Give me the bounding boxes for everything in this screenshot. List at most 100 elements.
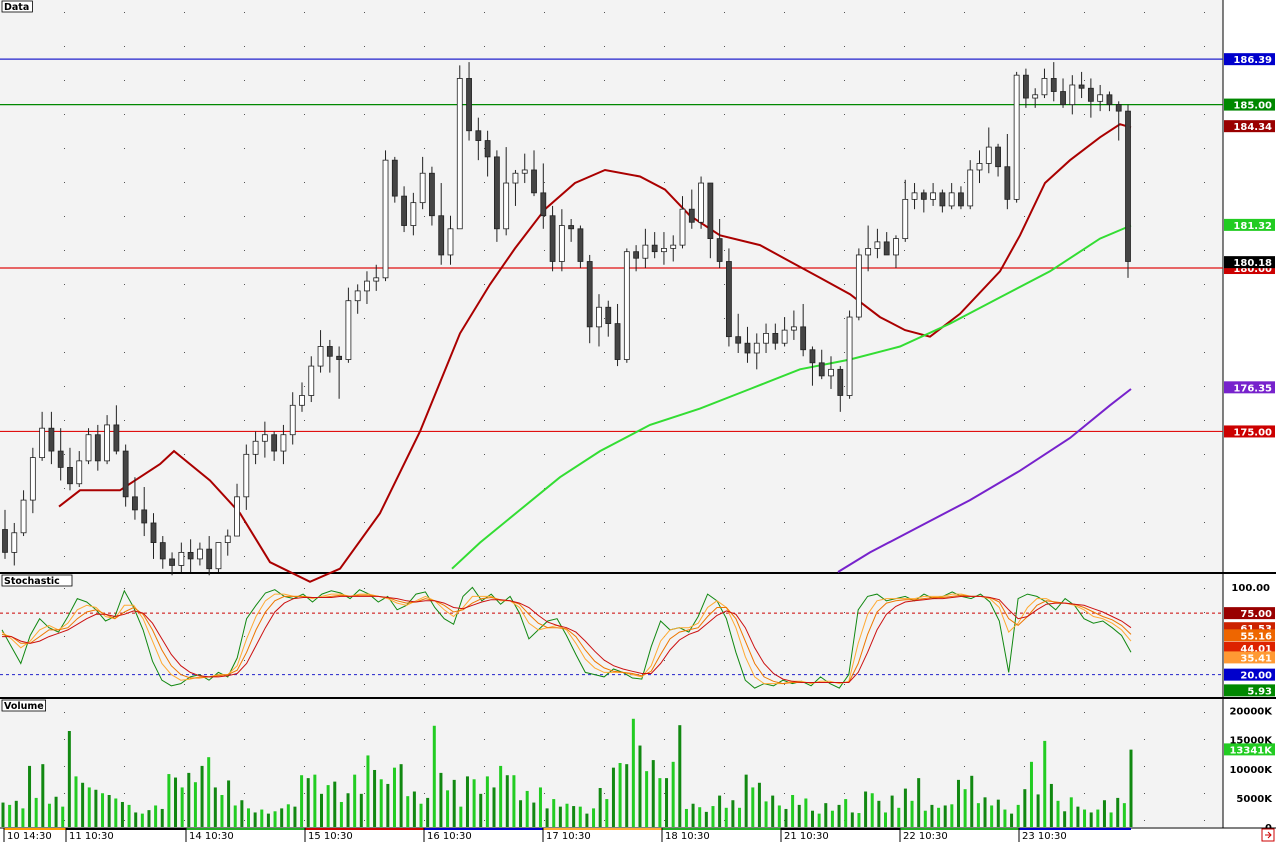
candle (939, 189, 946, 213)
volume-bar (545, 808, 549, 827)
volume-bar (678, 725, 682, 827)
candle (382, 150, 389, 282)
candle (122, 444, 129, 507)
volume-bar (797, 804, 801, 827)
volume-bar (326, 785, 330, 827)
candle (1004, 134, 1011, 210)
candle (883, 232, 890, 256)
volume-bar (479, 793, 483, 827)
volume-bar (996, 799, 1000, 827)
candle (234, 483, 240, 537)
volume-bar (240, 800, 244, 827)
candle (995, 143, 1001, 177)
time-axis-label: 11 10:30 (69, 831, 114, 842)
volume-bar (1023, 789, 1027, 827)
candle (438, 183, 445, 265)
volume-bar (446, 790, 450, 827)
volume-bar (1010, 813, 1014, 827)
candle (354, 284, 361, 314)
volume-bar (963, 789, 967, 827)
candle (57, 428, 64, 481)
volume-bar (532, 802, 536, 827)
candle (2, 509, 8, 559)
volume-bar (419, 803, 423, 827)
candle (76, 451, 83, 488)
badge-label: 176.35 (1233, 383, 1272, 394)
candle (1032, 88, 1039, 108)
volume-bar (1003, 809, 1007, 827)
price-panel (0, 58, 1223, 583)
candle (549, 205, 556, 272)
candle (419, 156, 426, 210)
candle (642, 228, 649, 269)
volume-bar (830, 810, 834, 827)
badge-label: 185.00 (1233, 101, 1272, 112)
candle (206, 536, 213, 576)
panel-title-text: Stochastic (4, 576, 60, 587)
candle (985, 127, 992, 174)
candle (1023, 68, 1029, 108)
time-axis-segment (662, 828, 781, 830)
volume-bar (193, 782, 197, 827)
volume-bar (572, 806, 576, 827)
candle (605, 300, 612, 337)
volume-bar (1089, 812, 1093, 827)
volume-bar (227, 780, 231, 827)
candle (1125, 104, 1131, 278)
volume-bar (923, 810, 927, 827)
time-axis-segment (1019, 828, 1131, 830)
candle (568, 218, 575, 242)
volume-bar (266, 813, 270, 827)
volume-bar (412, 791, 416, 827)
volume-bar (864, 791, 868, 827)
volume-bar (465, 776, 469, 827)
time-axis-label: 15 10:30 (308, 831, 353, 842)
volume-bar (21, 808, 25, 827)
badge-label: 180.00 (1233, 264, 1272, 275)
stochastic-value-badge: 35.41 (1224, 651, 1275, 664)
volume-bar (499, 765, 503, 827)
stochastic-value-badge: 5.93 (1224, 684, 1275, 697)
candle (531, 150, 537, 197)
candle (967, 160, 974, 210)
time-axis-segment (186, 828, 305, 830)
volume-bar (459, 806, 463, 827)
volume-bar (247, 808, 251, 827)
candle (902, 179, 909, 242)
volume-bar (764, 801, 768, 827)
volume-bar (857, 813, 861, 827)
badge-label: 20.00 (1240, 671, 1272, 682)
candle (345, 287, 352, 363)
candle (373, 264, 380, 291)
candle (289, 392, 296, 445)
candle (1078, 71, 1085, 99)
current-value-badge: 184.34 (1224, 120, 1275, 133)
badge-label: 75.00 (1240, 609, 1272, 620)
volume-bar (379, 779, 383, 827)
volume-bar (359, 793, 363, 827)
candle (456, 65, 463, 230)
volume-bar (319, 793, 323, 827)
candle (484, 130, 491, 177)
volume-bar (1102, 800, 1106, 827)
candle (299, 382, 305, 412)
candle (772, 323, 779, 350)
volume-bar (485, 776, 489, 827)
candle (141, 487, 148, 537)
volume-bar (757, 782, 761, 827)
volume-bar (154, 805, 158, 827)
volume-bar (1083, 809, 1087, 827)
volume-bar (631, 718, 635, 827)
candle (958, 186, 964, 210)
candle (763, 323, 769, 354)
volume-bar (1129, 749, 1133, 827)
volume-bar (777, 805, 781, 827)
candle (67, 447, 73, 491)
volume-bar (286, 804, 290, 827)
candle (336, 346, 343, 399)
candle (132, 477, 138, 520)
volume-bar (114, 798, 118, 827)
candle (493, 150, 500, 242)
candle (707, 182, 714, 259)
volume-bar (937, 807, 941, 827)
